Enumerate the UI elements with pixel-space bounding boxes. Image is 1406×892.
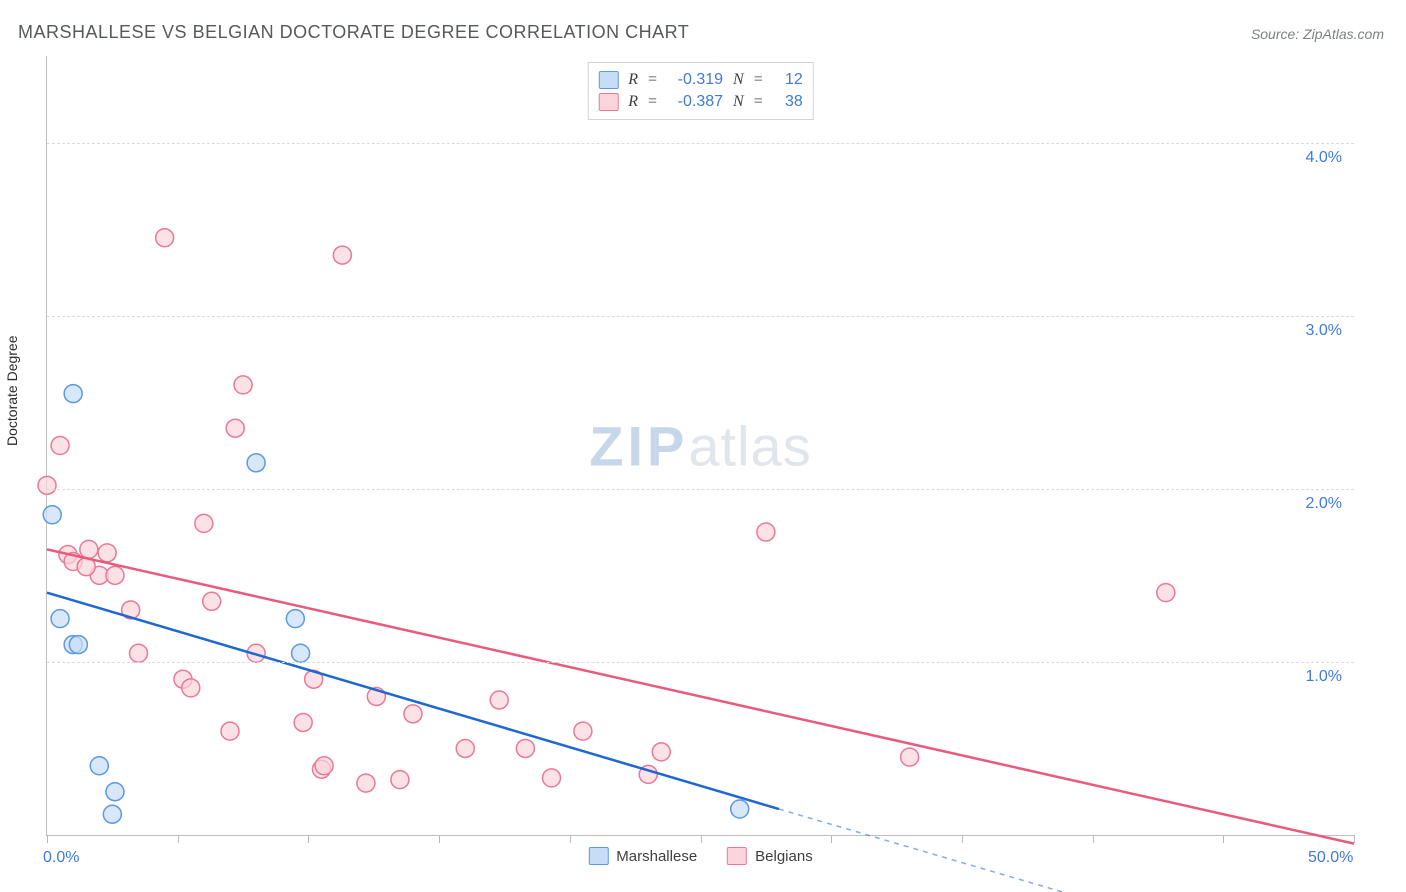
data-point	[286, 610, 304, 628]
data-point	[182, 679, 200, 697]
data-point	[1157, 584, 1175, 602]
series-legend: Marshallese Belgians	[588, 847, 812, 865]
source-credit: Source: ZipAtlas.com	[1251, 26, 1384, 42]
legend-swatch-belgians	[727, 847, 747, 865]
chart-svg	[47, 56, 1354, 835]
x-tick	[570, 835, 571, 843]
gridline	[47, 489, 1354, 490]
chart-container: MARSHALLESE VS BELGIAN DOCTORATE DEGREE …	[0, 0, 1406, 892]
data-point	[333, 246, 351, 264]
x-tick	[962, 835, 963, 843]
x-tick-label: 0.0%	[43, 849, 79, 867]
plot-area: ZIPatlas R = -0.319 N = 12 R = -0.387 N …	[46, 56, 1354, 836]
data-point	[543, 769, 561, 787]
data-point	[64, 385, 82, 403]
eq-sign: =	[754, 93, 763, 111]
y-tick-label: 2.0%	[1306, 495, 1342, 513]
data-point	[404, 705, 422, 723]
data-point	[156, 229, 174, 247]
swatch-belgians	[598, 93, 618, 111]
eq-sign: =	[648, 71, 657, 89]
data-point	[652, 743, 670, 761]
data-point	[456, 739, 474, 757]
data-point	[51, 437, 69, 455]
legend-item-belgians: Belgians	[727, 847, 813, 865]
legend-swatch-marshallese	[588, 847, 608, 865]
data-point	[292, 644, 310, 662]
x-tick	[308, 835, 309, 843]
data-point	[247, 454, 265, 472]
gridline	[47, 316, 1354, 317]
source-label: Source:	[1251, 26, 1299, 42]
x-tick-label: 50.0%	[1308, 849, 1353, 867]
x-tick	[439, 835, 440, 843]
r-value-marshallese: -0.319	[667, 71, 723, 89]
data-point	[80, 540, 98, 558]
swatch-marshallese	[598, 71, 618, 89]
stat-row-marshallese: R = -0.319 N = 12	[598, 69, 803, 91]
data-point	[98, 544, 116, 562]
data-point	[195, 514, 213, 532]
data-point	[757, 523, 775, 541]
data-point	[90, 757, 108, 775]
data-point	[38, 476, 56, 494]
legend-item-marshallese: Marshallese	[588, 847, 697, 865]
r-value-belgians: -0.387	[667, 93, 723, 111]
x-tick	[1354, 835, 1355, 843]
stat-legend: R = -0.319 N = 12 R = -0.387 N = 38	[587, 62, 814, 120]
chart-title: MARSHALLESE VS BELGIAN DOCTORATE DEGREE …	[18, 22, 689, 43]
trend-line-extrapolated	[779, 809, 1093, 892]
x-tick	[1093, 835, 1094, 843]
gridline	[47, 143, 1354, 144]
legend-label-belgians: Belgians	[755, 848, 813, 865]
gridline	[47, 662, 1354, 663]
source-name: ZipAtlas.com	[1303, 26, 1384, 42]
y-tick-label: 1.0%	[1306, 668, 1342, 686]
data-point	[106, 783, 124, 801]
data-point	[106, 566, 124, 584]
r-label: R	[628, 93, 638, 111]
n-label: N	[733, 93, 744, 111]
data-point	[574, 722, 592, 740]
x-tick	[701, 835, 702, 843]
data-point	[901, 748, 919, 766]
data-point	[516, 739, 534, 757]
x-tick	[47, 835, 48, 843]
n-value-belgians: 38	[773, 93, 803, 111]
data-point	[315, 757, 333, 775]
data-point	[490, 691, 508, 709]
eq-sign: =	[648, 93, 657, 111]
data-point	[203, 592, 221, 610]
x-tick	[1223, 835, 1224, 843]
data-point	[391, 771, 409, 789]
n-value-marshallese: 12	[773, 71, 803, 89]
data-point	[226, 419, 244, 437]
trend-line	[47, 593, 779, 809]
data-point	[234, 376, 252, 394]
data-point	[294, 713, 312, 731]
data-point	[731, 800, 749, 818]
data-point	[357, 774, 375, 792]
legend-label-marshallese: Marshallese	[616, 848, 697, 865]
eq-sign: =	[754, 71, 763, 89]
r-label: R	[628, 71, 638, 89]
data-point	[51, 610, 69, 628]
data-point	[221, 722, 239, 740]
data-point	[103, 805, 121, 823]
y-tick-label: 3.0%	[1306, 322, 1342, 340]
stat-row-belgians: R = -0.387 N = 38	[598, 91, 803, 113]
y-axis-label: Doctorate Degree	[4, 335, 20, 446]
x-tick	[831, 835, 832, 843]
data-point	[69, 636, 87, 654]
n-label: N	[733, 71, 744, 89]
data-point	[43, 506, 61, 524]
y-tick-label: 4.0%	[1306, 149, 1342, 167]
data-point	[129, 644, 147, 662]
x-tick	[178, 835, 179, 843]
